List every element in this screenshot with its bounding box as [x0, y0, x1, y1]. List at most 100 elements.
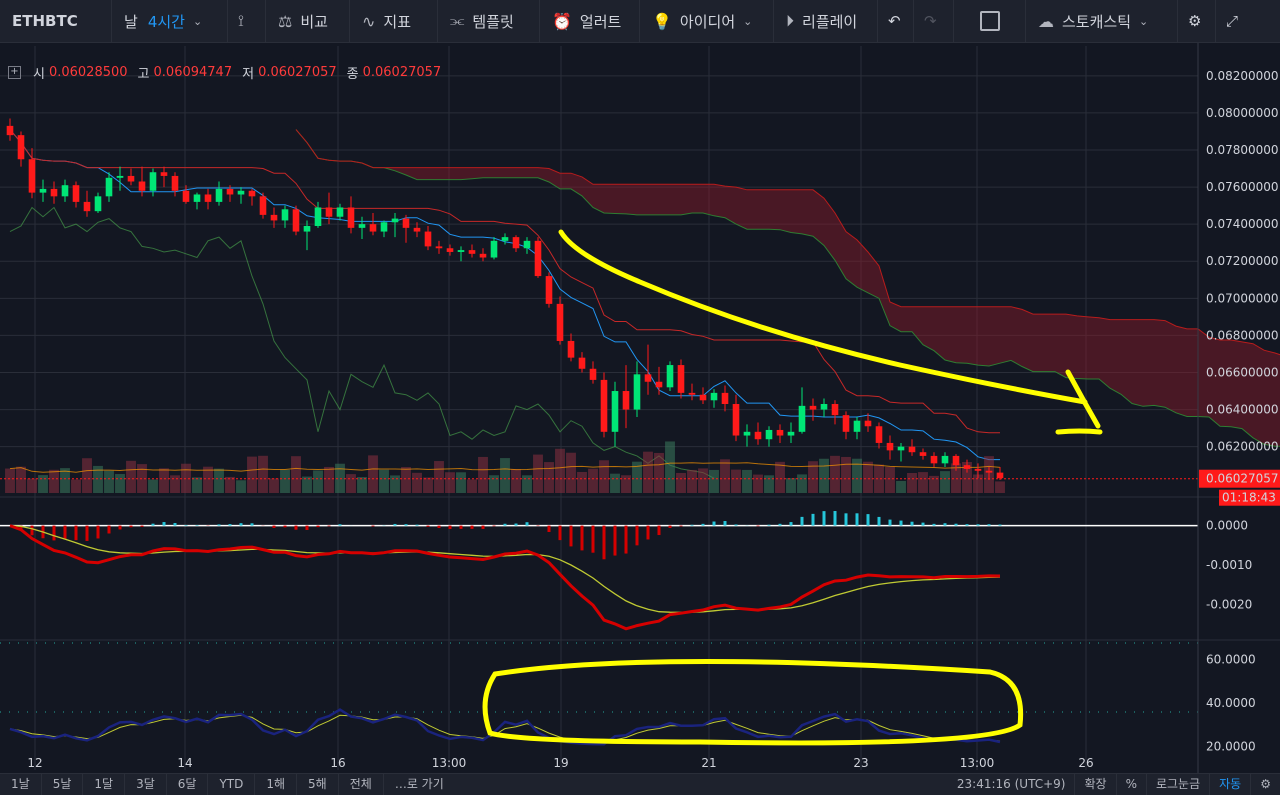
candle-body — [205, 194, 212, 201]
candle-body — [51, 189, 58, 196]
settings-small-button[interactable]: ⚙ — [1250, 774, 1280, 795]
volume-bar — [830, 456, 840, 493]
volume-bar — [489, 475, 499, 493]
range-5d[interactable]: 5날 — [42, 774, 84, 795]
volume-bar — [841, 457, 851, 493]
macd-histogram-bar — [229, 524, 232, 526]
open-value: 0.06028500 — [49, 65, 128, 80]
candle-body — [502, 237, 509, 241]
candle-body — [942, 456, 949, 463]
macd-histogram-bar — [482, 526, 485, 529]
candle-body — [590, 369, 597, 380]
macd-histogram-bar — [999, 525, 1002, 526]
compare-button[interactable]: ⚖비교 — [266, 0, 350, 42]
range-1y[interactable]: 1해 — [255, 774, 297, 795]
price-tick-label: 0.06200000 — [1206, 440, 1279, 454]
range-6m[interactable]: 6달 — [167, 774, 209, 795]
macd-histogram-bar — [405, 524, 408, 525]
log-scale-button[interactable]: 로그눈금 — [1146, 774, 1209, 795]
close-value: 0.06027057 — [363, 65, 442, 80]
volume-bar — [577, 472, 587, 493]
macd-histogram-bar — [900, 521, 903, 526]
range-3m[interactable]: 3달 — [125, 774, 167, 795]
ideas-button[interactable]: 💡아이디어⌄ — [640, 0, 774, 42]
chevron-down-icon: ⌄ — [1139, 15, 1148, 28]
volume-bar — [995, 481, 1005, 493]
candle-body — [326, 207, 333, 216]
stochastic-tick-label: 60.0000 — [1206, 652, 1256, 666]
macd-histogram-bar — [812, 514, 815, 526]
volume-bar — [643, 452, 653, 493]
time-tick-label: 13:00 — [960, 756, 995, 770]
save-layout-button[interactable]: ☁스토캐스틱⌄ — [1026, 0, 1178, 42]
redo-button[interactable]: ↷ — [914, 0, 954, 42]
time-tick-label: 13:00 — [432, 756, 467, 770]
candle-body — [810, 406, 817, 410]
price-tick-label: 0.07800000 — [1206, 143, 1279, 157]
chart-type-button[interactable]: ⟟ — [228, 0, 266, 42]
symbol-search-button[interactable]: ETHBTC — [0, 0, 112, 42]
volume-bar — [192, 477, 202, 493]
volume-bar — [555, 449, 565, 493]
time-tick-label: 19 — [553, 756, 568, 770]
volume-bar — [797, 474, 807, 493]
volume-bar — [368, 455, 378, 493]
range-5y[interactable]: 5해 — [297, 774, 339, 795]
candle-body — [227, 189, 234, 195]
macd-histogram-bar — [977, 524, 980, 525]
candle-body — [469, 250, 476, 254]
candle-body — [722, 393, 729, 404]
volume-bar — [302, 477, 312, 493]
alert-button[interactable]: ⏰얼러트 — [540, 0, 640, 42]
candle-body — [84, 202, 91, 211]
macd-histogram-bar — [416, 525, 419, 526]
undo-button[interactable]: ↶ — [878, 0, 914, 42]
extend-button[interactable]: 확장 — [1074, 774, 1115, 795]
range-1m[interactable]: 1달 — [83, 774, 125, 795]
alert-label: 얼러트 — [580, 11, 621, 32]
range-all[interactable]: 전체 — [339, 774, 384, 795]
layout-button[interactable] — [954, 0, 1026, 42]
candle-body — [172, 176, 179, 191]
macd-histogram-bar — [647, 526, 650, 540]
candle-body — [931, 456, 938, 463]
macd-histogram-bar — [493, 526, 496, 527]
interval-selector[interactable]: 날 4시간 ⌄ — [112, 0, 228, 42]
percent-button[interactable]: % — [1116, 774, 1146, 795]
candle-body — [964, 465, 971, 469]
volume-bar — [456, 472, 466, 493]
templates-icon: ⫘ — [450, 11, 464, 31]
candle-body — [876, 426, 883, 443]
macd-histogram-bar — [845, 513, 848, 525]
macd-histogram-bar — [75, 526, 78, 541]
macd-histogram-bar — [449, 526, 452, 529]
goto-button[interactable]: …로 가기 — [384, 774, 455, 795]
candle-body — [40, 189, 47, 193]
candle-body — [392, 219, 399, 223]
expand-icon[interactable]: + — [8, 66, 21, 79]
indicators-button[interactable]: ∿지표 — [350, 0, 438, 42]
replay-button[interactable]: ⏵리플레이 — [774, 0, 878, 42]
candle-body — [634, 374, 641, 409]
price-tick-label: 0.07400000 — [1206, 217, 1279, 231]
macd-histogram-bar — [823, 511, 826, 525]
high-value: 0.06094747 — [154, 65, 233, 80]
fullscreen-button[interactable]: ⤢ — [1216, 0, 1252, 42]
macd-histogram-bar — [922, 523, 925, 526]
volume-bar — [236, 480, 246, 493]
candle-body — [667, 365, 674, 387]
range-1d[interactable]: 1날 — [0, 774, 42, 795]
macd-histogram-bar — [295, 526, 298, 530]
volume-bar — [885, 467, 895, 493]
macd-histogram-bar — [768, 525, 771, 526]
macd-histogram-bar — [680, 526, 683, 527]
candle-body — [183, 191, 190, 202]
chart-area[interactable]: 0.082000000.080000000.078000000.07600000… — [0, 43, 1280, 773]
templates-button[interactable]: ⫘템플릿 — [438, 0, 540, 42]
range-ytd[interactable]: YTD — [208, 774, 255, 795]
macd-histogram-bar — [944, 523, 947, 525]
settings-button[interactable]: ⚙ — [1178, 0, 1216, 42]
auto-scale-button[interactable]: 자동 — [1209, 774, 1250, 795]
macd-histogram-bar — [196, 525, 199, 526]
